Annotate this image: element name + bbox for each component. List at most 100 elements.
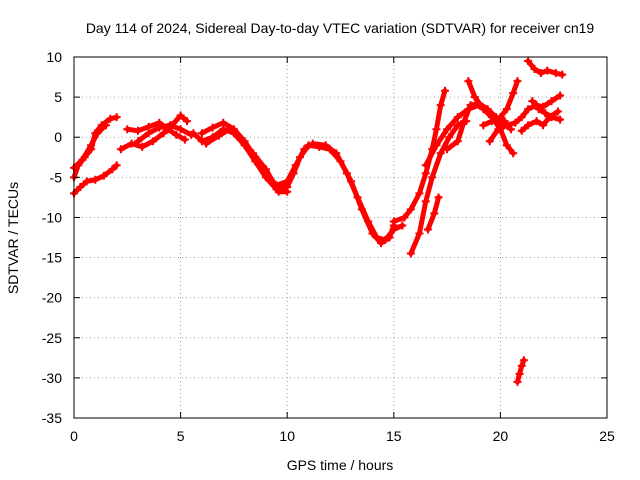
data-point bbox=[182, 117, 191, 126]
data-point bbox=[219, 118, 228, 127]
data-point bbox=[513, 77, 522, 86]
data-point bbox=[283, 177, 292, 186]
data-point bbox=[82, 177, 91, 186]
series-arc-early-mid bbox=[70, 121, 110, 172]
data-point bbox=[509, 89, 518, 98]
series-line bbox=[71, 122, 109, 171]
y-tick-label: -15 bbox=[42, 250, 62, 266]
series-arc-evening-c bbox=[485, 91, 565, 146]
x-tick-label: 15 bbox=[386, 428, 402, 444]
data-point bbox=[432, 141, 441, 150]
data-point bbox=[553, 107, 562, 116]
data-point bbox=[443, 145, 452, 154]
data-point bbox=[112, 161, 121, 170]
data-point bbox=[133, 137, 142, 146]
data-point bbox=[515, 369, 524, 378]
data-point bbox=[144, 129, 153, 138]
data-point bbox=[496, 113, 505, 122]
data-point bbox=[430, 209, 439, 218]
y-tick-label: -5 bbox=[50, 169, 63, 185]
data-point bbox=[485, 137, 494, 146]
data-point bbox=[494, 125, 503, 134]
data-point bbox=[421, 197, 430, 206]
data-point bbox=[176, 125, 185, 134]
y-tick-label: -10 bbox=[42, 209, 62, 225]
series-arc-late-top bbox=[524, 57, 567, 79]
data-point bbox=[543, 66, 552, 75]
data-point bbox=[236, 134, 245, 143]
data-point bbox=[197, 137, 206, 146]
axes: 0 5 10 15 20 25 10 5 0 -5 -10 -15 -20 -25 -30 -35 bbox=[42, 49, 615, 444]
data-point bbox=[172, 130, 181, 139]
series-arc-outlier bbox=[513, 356, 528, 386]
data-point bbox=[524, 105, 533, 114]
x-axis-label: GPS time / hours bbox=[287, 457, 394, 473]
data-point bbox=[524, 57, 533, 66]
series-line bbox=[408, 118, 469, 257]
data-point bbox=[556, 91, 565, 100]
data-point bbox=[108, 165, 117, 174]
data-point bbox=[432, 125, 441, 134]
data-point bbox=[389, 225, 398, 234]
data-point bbox=[479, 121, 488, 130]
data-point bbox=[87, 141, 96, 150]
data-point bbox=[532, 117, 541, 126]
data-point bbox=[464, 77, 473, 86]
data-point bbox=[421, 169, 430, 178]
data-point bbox=[148, 137, 157, 146]
data-point bbox=[208, 123, 217, 132]
data-point bbox=[445, 133, 454, 142]
x-tick-label: 20 bbox=[493, 428, 509, 444]
data-point bbox=[261, 165, 270, 174]
series-arc-early-lower bbox=[70, 161, 121, 198]
data-point bbox=[78, 155, 87, 164]
series-arc-evening-b bbox=[464, 77, 518, 158]
data-point bbox=[551, 69, 560, 78]
data-point bbox=[197, 129, 206, 138]
series-arc-midday-a bbox=[189, 125, 398, 248]
series-arc-midday-c bbox=[202, 125, 292, 196]
y-tick-label: -35 bbox=[42, 410, 62, 426]
data-point bbox=[517, 113, 526, 122]
data-point bbox=[524, 121, 533, 130]
data-point bbox=[511, 118, 520, 127]
data-point bbox=[534, 105, 543, 114]
data-point bbox=[539, 121, 548, 130]
data-point bbox=[428, 173, 437, 182]
data-point bbox=[558, 70, 567, 79]
data-point bbox=[541, 109, 550, 118]
data-point bbox=[502, 121, 511, 130]
data-point bbox=[91, 175, 100, 184]
data-point bbox=[545, 113, 554, 122]
y-tick-label: -20 bbox=[42, 290, 62, 306]
data-point bbox=[398, 221, 407, 230]
data-point bbox=[513, 377, 522, 386]
data-point bbox=[106, 114, 115, 123]
data-point bbox=[353, 193, 362, 202]
series-arc-afternoon-rise-2 bbox=[406, 117, 471, 258]
data-point bbox=[502, 141, 511, 150]
series-arc-morning-b bbox=[123, 118, 189, 144]
data-point bbox=[364, 217, 373, 226]
data-point bbox=[389, 217, 398, 226]
data-point bbox=[406, 205, 415, 214]
data-point bbox=[274, 187, 283, 196]
data-point bbox=[517, 126, 526, 135]
grid bbox=[74, 57, 607, 418]
y-tick-label: 5 bbox=[54, 89, 62, 105]
data-point bbox=[308, 139, 317, 148]
data-point bbox=[415, 229, 424, 238]
data-point bbox=[423, 225, 432, 234]
x-tick-label: 10 bbox=[279, 428, 295, 444]
data-point bbox=[421, 161, 430, 170]
x-tick-label: 0 bbox=[70, 428, 78, 444]
y-tick-label: 0 bbox=[54, 129, 62, 145]
data-point bbox=[155, 123, 164, 132]
data-point bbox=[479, 105, 488, 114]
data-point bbox=[372, 233, 381, 242]
data-point bbox=[436, 149, 445, 158]
data-point bbox=[214, 131, 223, 140]
series-arc-evening-d bbox=[479, 77, 522, 130]
data-point bbox=[189, 129, 198, 138]
